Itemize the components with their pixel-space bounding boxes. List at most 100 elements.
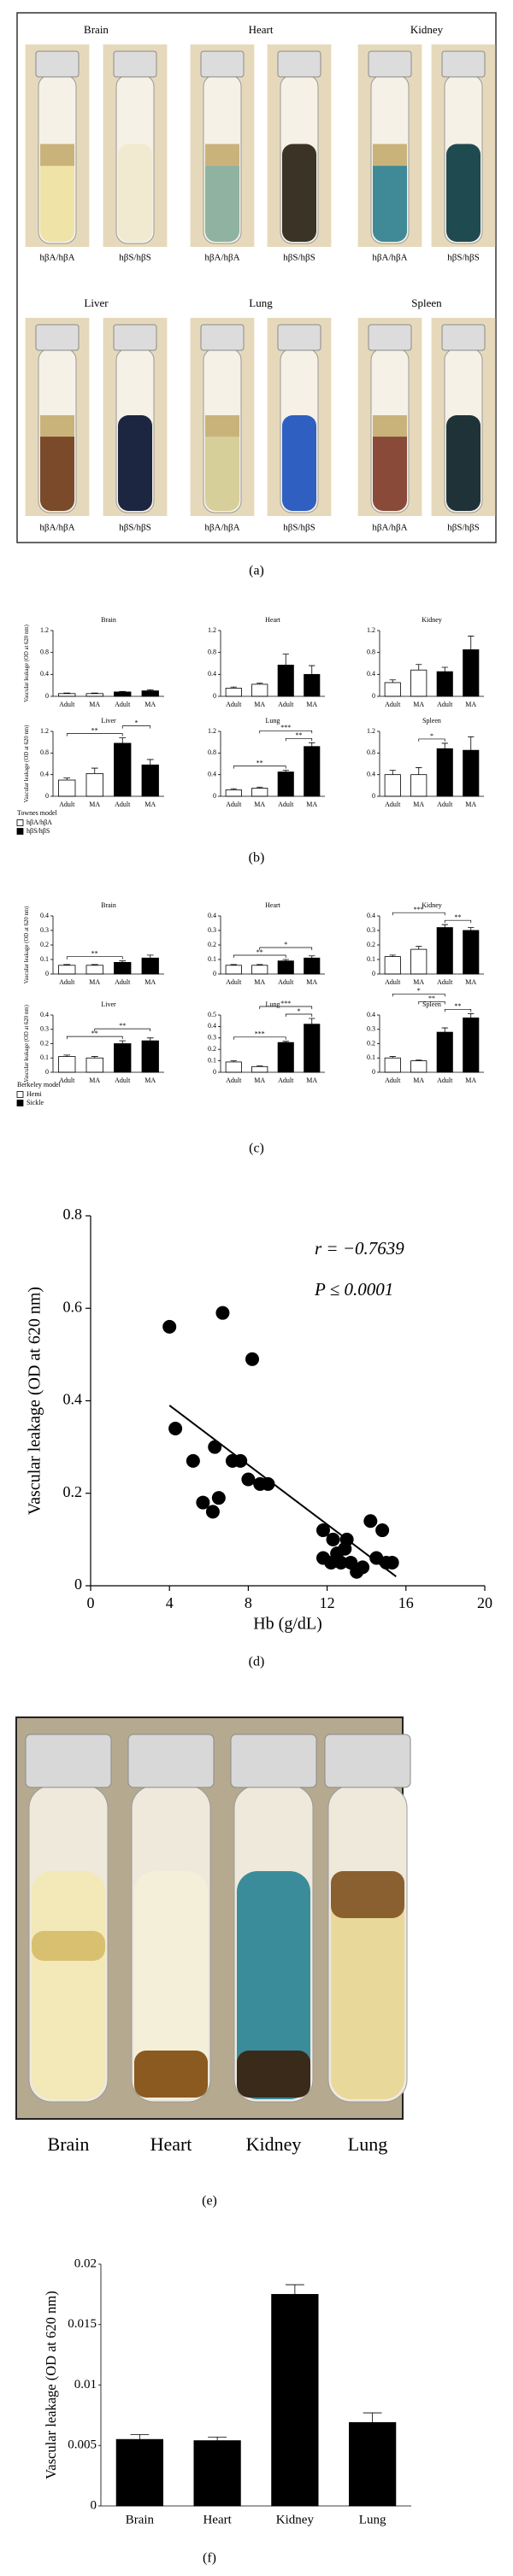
x-tick-label: MA xyxy=(413,978,424,986)
bar xyxy=(141,957,159,975)
y-tick-label: 0.2 xyxy=(63,1483,83,1500)
error-bar xyxy=(91,767,98,774)
tube-cap xyxy=(368,324,412,351)
error-bar xyxy=(416,946,422,950)
tube-liquid xyxy=(40,144,74,242)
y-tick-label: 0.8 xyxy=(367,648,375,655)
panel-label: (e) xyxy=(202,2194,217,2209)
y-tick-label: 0.4 xyxy=(367,912,375,919)
legend-label: hβA/hβA xyxy=(27,819,52,826)
y-tick-label: 0 xyxy=(45,692,49,700)
scatter-point xyxy=(241,1472,256,1487)
tube-liquid xyxy=(32,1871,105,2099)
y-tick-label: 0.01 xyxy=(74,2378,97,2391)
bar xyxy=(114,691,132,697)
y-tick-label: 0.4 xyxy=(208,1022,216,1030)
x-tick-label: Adult xyxy=(115,701,131,708)
x-tick-label: Adult xyxy=(115,801,131,808)
chart-title: Kidney xyxy=(422,901,442,909)
y-axis-label: Vascular leakage (OD at 620 nm) xyxy=(24,625,30,702)
y-tick-label: 0 xyxy=(213,970,216,977)
y-tick-label: 1.2 xyxy=(367,727,375,735)
y-tick-label: 0.4 xyxy=(367,1011,375,1018)
tube-cap xyxy=(324,1734,411,1788)
significance-bracket xyxy=(392,993,445,997)
error-bar xyxy=(389,1056,396,1059)
x-tick-label: MA xyxy=(254,801,265,808)
x-tick-label: Lung xyxy=(359,2513,386,2526)
x-tick-label: Adult xyxy=(278,978,294,986)
y-tick-label: 0 xyxy=(45,792,49,800)
significance-label: ** xyxy=(91,726,98,734)
bar xyxy=(277,772,294,797)
tube-label: Brain xyxy=(48,2133,90,2155)
bar xyxy=(225,965,242,975)
chart-title: Spleen xyxy=(422,717,441,725)
y-tick-label: 0.2 xyxy=(208,1045,216,1053)
scatter-point xyxy=(338,1541,352,1556)
y-tick-label: 0 xyxy=(372,1068,375,1076)
y-axis-label: Vascular leakage (OD at 620 nm) xyxy=(26,1287,44,1515)
scatter-point xyxy=(315,1523,330,1538)
y-tick-label: 0.2 xyxy=(367,941,375,948)
bar xyxy=(384,774,401,797)
error-bar xyxy=(119,1040,127,1044)
tube-cap xyxy=(200,50,245,78)
chart-title: Lung xyxy=(266,1000,280,1008)
x-tick-label: Adult xyxy=(385,801,401,808)
panel-label: (c) xyxy=(249,1141,264,1156)
y-tick-label: 0 xyxy=(213,792,216,800)
x-tick-label: MA xyxy=(144,701,156,708)
y-tick-label: 0 xyxy=(213,692,216,700)
bar xyxy=(436,748,453,797)
bar xyxy=(463,930,480,975)
significance-bracket xyxy=(66,733,123,736)
x-tick-label: Adult xyxy=(278,801,294,808)
genotype-label: hβS/hβS xyxy=(283,523,315,533)
tube-liquid xyxy=(134,1871,208,2099)
genotype-label: hβA/hβA xyxy=(372,253,407,263)
significance-bracket xyxy=(285,737,313,742)
error-bar xyxy=(389,679,396,683)
y-tick-label: 0.4 xyxy=(208,670,216,678)
y-tick-label: 0.1 xyxy=(208,1056,216,1064)
y-tick-label: 0.4 xyxy=(208,912,216,919)
bar xyxy=(86,965,103,975)
scatter-point xyxy=(245,1352,260,1366)
error-bar xyxy=(468,636,475,650)
scatter-point xyxy=(196,1495,210,1510)
y-tick-label: 0.005 xyxy=(68,2438,97,2452)
x-tick-label: MA xyxy=(89,801,100,808)
genotype-label: hβS/hβS xyxy=(447,523,480,533)
tube-liquid xyxy=(331,1871,404,2099)
chart-title: Brain xyxy=(101,616,116,624)
bar xyxy=(114,962,132,975)
significance-bracket xyxy=(94,1028,151,1032)
bar xyxy=(225,789,242,797)
y-tick-label: 0 xyxy=(372,692,375,700)
tube-band xyxy=(134,2051,208,2098)
tube-band xyxy=(373,144,407,167)
error-bar xyxy=(441,666,448,672)
error-bar xyxy=(468,736,475,751)
x-tick-label: MA xyxy=(413,801,424,808)
y-tick-label: 0.3 xyxy=(40,1025,49,1033)
bar xyxy=(251,684,268,697)
y-tick-label: 0.2 xyxy=(40,941,49,948)
y-tick-label: 0.1 xyxy=(40,1053,49,1061)
x-tick-label: MA xyxy=(306,1077,317,1084)
x-tick-label: Adult xyxy=(226,701,242,708)
tube-liquid xyxy=(118,415,152,511)
y-tick-label: 0.4 xyxy=(208,770,216,777)
y-axis-label: Vascular leakage (OD at 620 nm) xyxy=(24,907,30,984)
x-tick-label: 16 xyxy=(398,1594,414,1611)
y-tick-label: 0.8 xyxy=(208,748,216,756)
significance-label: * xyxy=(430,732,433,740)
tube-liquid xyxy=(40,415,74,511)
x-tick-label: 8 xyxy=(245,1594,252,1611)
y-tick-label: 0.8 xyxy=(40,648,49,655)
significance-bracket xyxy=(233,1036,286,1040)
bar xyxy=(410,1060,428,1073)
